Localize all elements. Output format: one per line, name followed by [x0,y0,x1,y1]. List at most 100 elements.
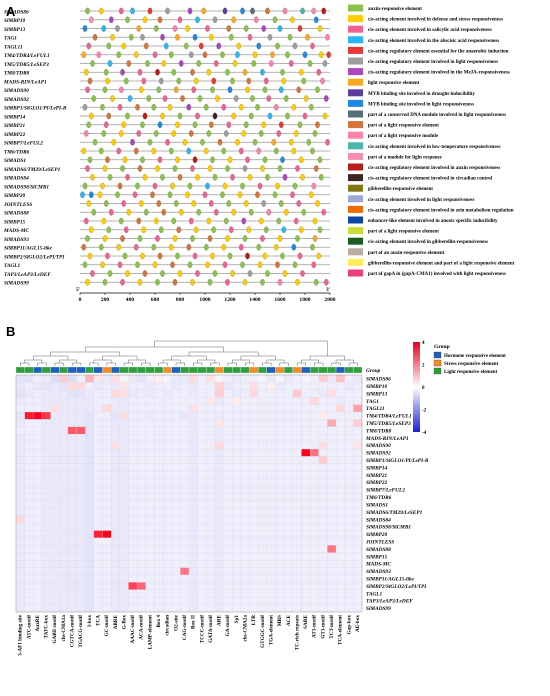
group-cell [145,366,155,374]
heatmap-cell [318,567,328,576]
heatmap-cell [284,567,293,576]
heatmap-cell [145,574,155,583]
cis-element-marker [140,121,145,129]
heatmap-cell [344,389,354,398]
heatmap-cell [162,426,172,435]
group-cell [85,366,94,374]
heatmap-cell [223,478,233,487]
heatmap-cell [111,463,120,472]
heatmap-cell [59,604,69,613]
heatmap-cell [318,508,328,516]
heatmap-cell [240,434,250,442]
cis-element-marker [242,165,248,172]
heatmap-cell [206,426,216,435]
cis-element-marker [308,191,314,199]
heatmap-cell [102,374,112,383]
heatmap-cell [145,382,155,390]
heatmap-cell [327,478,337,487]
heatmap-cell [171,441,181,450]
heatmap-cell [162,552,172,561]
cis-element-marker [230,77,235,85]
heatmap-cell [197,523,207,531]
heatmap-cell [258,471,267,479]
heatmap-column-label: MBS [277,615,283,626]
group-cell [111,366,120,374]
heatmap-cell [67,397,77,405]
cis-element-marker [216,42,222,50]
cis-element-marker [228,33,234,41]
heatmap-cell [301,515,311,524]
heatmap-cell [206,560,216,568]
heatmap-cell [197,545,207,553]
heatmap-cell [145,567,155,576]
heatmap-row-label: TM6/TDR6 [366,495,392,501]
heatmap-cell [180,471,190,479]
heatmap-cell [154,397,164,405]
heatmap-cell [188,523,198,531]
heatmap-cell [154,582,164,590]
heatmap-cell [24,552,34,561]
cis-element-marker [117,261,123,269]
heatmap-cell [353,419,363,427]
cis-element-marker [281,77,287,85]
cis-element-marker [157,121,163,129]
heatmap-cell [154,508,164,516]
dendrogram-link [59,359,77,363]
heatmap-cell [249,560,259,568]
legend-swatch [348,174,363,182]
cis-element-marker [163,42,169,50]
panel-a-tracks: SlMADS86SlMBP10SlMBP13TAG1TAGL11TM4/TDR4… [3,7,332,287]
heatmap-cell [136,493,146,502]
heatmap-column-label: I-box [87,615,93,627]
heatmap-cell [85,471,94,479]
heatmap-cell [232,404,242,413]
heatmap-cell [41,411,51,420]
heatmap-cell [180,515,190,524]
heatmap-cell [284,500,293,509]
heatmap-cell [206,478,216,487]
heatmap-cell [327,589,337,598]
heatmap-cell [275,545,285,553]
heatmap-cell [197,530,207,539]
heatmap-cell [128,597,138,605]
heatmap-cell [249,434,259,442]
heatmap-row-label: TM8/TDR8 [366,428,392,434]
heatmap-cell [93,523,103,531]
heatmap-cell [24,411,34,420]
heatmap-column-label: TC-rich repeats [294,615,300,650]
heatmap-cell [249,604,259,613]
legend-label: cis-acting element involved in low-tempe… [368,145,500,150]
heatmap-cell [292,604,302,613]
legend-label: cis-acting regulatory element involved i… [368,71,510,76]
heatmap-cell [24,560,34,568]
cis-element-marker [155,165,160,172]
heatmap-cell [171,500,181,509]
panel-b-heatmap [15,374,363,613]
heatmap-cell [266,471,276,479]
heatmap-cell [214,404,224,413]
heatmap-cell [85,500,94,509]
dendrogram-link [158,362,168,366]
cis-element-marker [231,112,237,120]
heatmap-cell [41,537,51,546]
heatmap-column-label: Box 4 [156,615,162,628]
cis-element-marker [175,33,180,41]
group-cell [102,366,112,374]
cis-element-marker [277,278,283,286]
heatmap-cell [335,567,345,576]
heatmap-cell [292,478,302,487]
heatmap-cell [59,448,69,457]
heatmap-cell [24,478,34,487]
cis-element-marker [276,217,282,225]
cis-element-marker [121,42,127,50]
heatmap-cell [335,382,345,390]
group-cell [154,366,164,374]
cis-element-marker [88,112,94,120]
heatmap-cell [335,441,345,450]
cis-element-marker [86,200,92,207]
heatmap-cell [327,382,337,390]
heatmap-cell [344,574,354,583]
heatmap-cell [240,382,250,390]
heatmap-cell [284,374,293,383]
heatmap-cell [154,382,164,390]
